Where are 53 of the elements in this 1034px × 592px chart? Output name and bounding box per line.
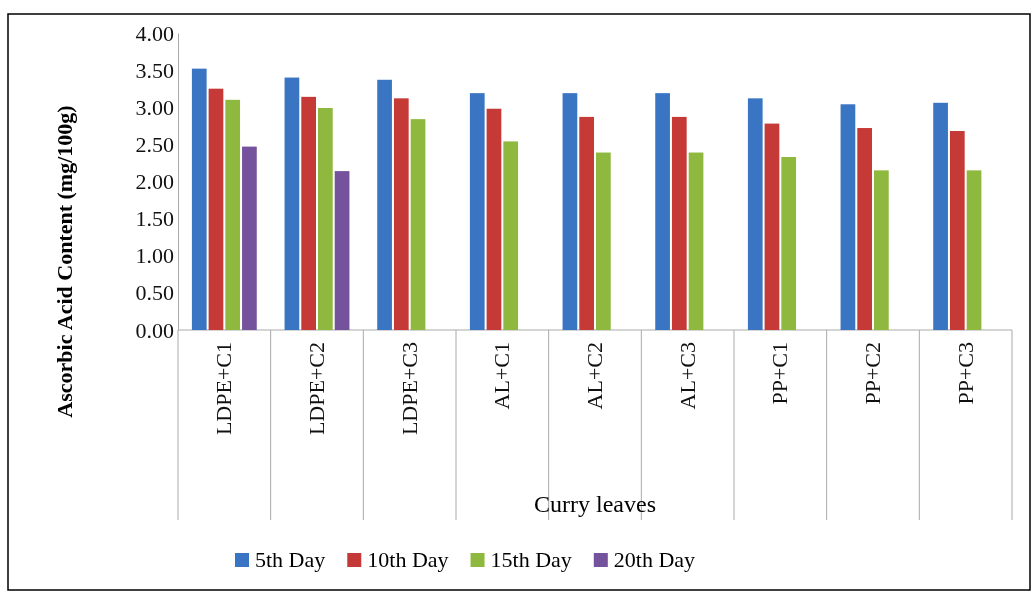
legend-label: 5th Day bbox=[255, 547, 326, 572]
bar bbox=[781, 157, 797, 330]
bar bbox=[874, 170, 889, 330]
bar bbox=[503, 141, 519, 330]
legend-label: 10th Day bbox=[367, 547, 449, 572]
bar bbox=[933, 102, 948, 330]
x-axis-title: Curry leaves bbox=[534, 491, 656, 517]
bar bbox=[225, 99, 241, 330]
bar bbox=[334, 171, 350, 330]
bar bbox=[747, 98, 763, 330]
bar bbox=[596, 152, 611, 330]
bar bbox=[688, 152, 704, 330]
x-tick-label: AL+C1 bbox=[489, 342, 515, 410]
y-tick-label: 0.00 bbox=[135, 317, 174, 343]
bar bbox=[377, 79, 392, 330]
y-axis-title: Ascorbic Acid Content (mg/100g) bbox=[52, 105, 77, 418]
y-tick-label: 1.00 bbox=[135, 243, 174, 269]
bar bbox=[208, 88, 224, 330]
bar bbox=[191, 68, 207, 330]
x-tick-label: LDPE+C2 bbox=[304, 342, 329, 436]
bar bbox=[393, 98, 409, 330]
bar bbox=[655, 93, 670, 330]
bar bbox=[562, 93, 578, 330]
x-tick-label: LDPE+C1 bbox=[211, 342, 237, 436]
y-tick-label: 4.00 bbox=[135, 20, 174, 46]
y-tick-label: 2.50 bbox=[135, 131, 174, 157]
x-tick-label: PP+C1 bbox=[767, 342, 793, 405]
bar bbox=[949, 131, 965, 330]
bar bbox=[242, 146, 257, 330]
bar bbox=[318, 107, 333, 330]
x-tick-label: LDPE+C3 bbox=[396, 342, 422, 436]
y-tick-label: 0.50 bbox=[135, 280, 174, 306]
x-tick-label: AL+C3 bbox=[674, 342, 700, 410]
bar bbox=[469, 93, 485, 330]
y-tick-label: 3.50 bbox=[135, 57, 174, 83]
x-tick-label: PP+C2 bbox=[860, 342, 885, 405]
bar bbox=[301, 96, 316, 330]
bar bbox=[671, 116, 687, 330]
y-tick-label: 2.00 bbox=[135, 169, 174, 195]
bar bbox=[840, 104, 856, 330]
bar bbox=[579, 116, 594, 330]
bar bbox=[966, 170, 982, 330]
bar bbox=[764, 123, 780, 330]
y-tick-label: 3.00 bbox=[135, 94, 174, 120]
bar bbox=[857, 128, 872, 330]
x-tick-label: AL+C2 bbox=[582, 342, 607, 410]
y-tick-label: 1.50 bbox=[135, 206, 174, 232]
bar bbox=[410, 119, 426, 330]
bar bbox=[486, 108, 502, 330]
legend-label: 15th Day bbox=[490, 547, 572, 572]
legend-label: 20th Day bbox=[613, 547, 696, 572]
x-tick-label: PP+C3 bbox=[952, 342, 978, 405]
bar bbox=[284, 77, 300, 330]
